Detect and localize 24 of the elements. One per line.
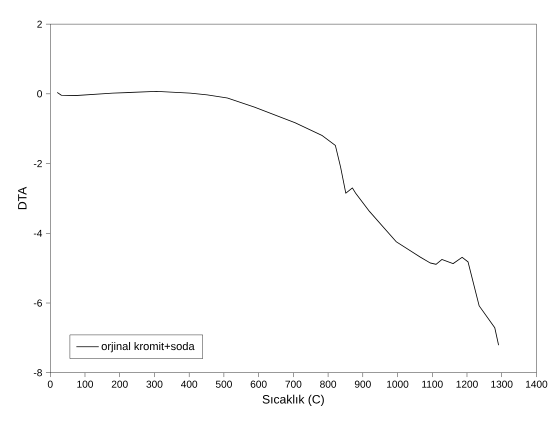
y-tick-label: 0 <box>37 90 42 98</box>
x-tick-label: 1100 <box>422 380 443 388</box>
x-tick-label: 200 <box>112 380 128 388</box>
y-tick-label: -6 <box>34 299 42 307</box>
x-tick-label: 700 <box>285 380 302 388</box>
y-tick-label: -2 <box>34 160 42 168</box>
x-tick-label: 300 <box>146 380 162 388</box>
legend-label: orjinal kromit+soda <box>102 342 195 352</box>
x-tick-label: 900 <box>354 380 371 388</box>
y-axis-title: DTA <box>18 186 26 210</box>
x-axis-title: Sıcaklık (C) <box>262 394 324 406</box>
x-tick-label: 1300 <box>491 380 513 388</box>
y-tick-label: -4 <box>34 230 42 237</box>
x-tick-label: 500 <box>216 380 232 388</box>
x-tick-label: 400 <box>180 380 198 388</box>
x-tick-label: 800 <box>320 380 336 388</box>
y-tick-label: 2 <box>37 20 42 28</box>
y-tick-label: -8 <box>34 369 42 376</box>
x-tick-label: 1400 <box>526 380 548 388</box>
x-tick-label: 1200 <box>456 380 478 388</box>
x-tick-label: 600 <box>250 380 267 388</box>
x-tick-label: 100 <box>77 380 94 388</box>
x-tick-label: 0 <box>48 380 53 388</box>
x-tick-label: 1000 <box>387 380 408 388</box>
